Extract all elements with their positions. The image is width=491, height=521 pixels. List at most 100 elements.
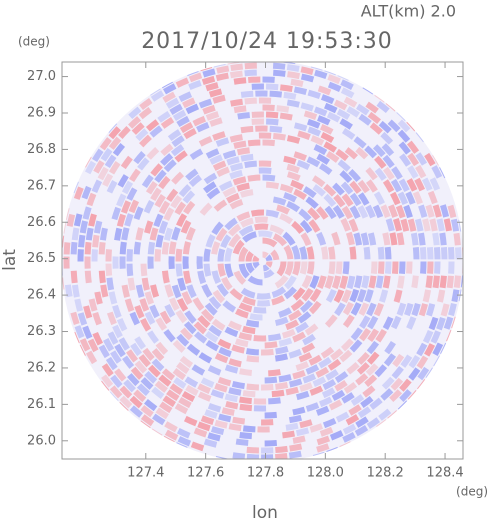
echo-cell	[112, 304, 122, 319]
echo-cell	[163, 159, 177, 173]
echo-cell	[281, 328, 296, 339]
echo-cell	[358, 302, 370, 316]
echo-cell	[121, 227, 130, 241]
echo-cell	[172, 109, 187, 121]
echo-cell	[414, 218, 424, 232]
echo-cell	[238, 246, 249, 262]
echo-cell	[82, 206, 92, 220]
echo-cell	[366, 340, 380, 355]
echo-cell	[268, 397, 281, 405]
echo-cell	[376, 100, 390, 114]
echo-cell	[418, 303, 428, 317]
echo-cell	[323, 183, 337, 197]
echo-cell	[411, 302, 421, 317]
echo-cell	[359, 327, 372, 342]
echo-cell	[154, 169, 167, 183]
echo-cell	[162, 91, 176, 103]
echo-cell	[280, 84, 293, 93]
echo-cell	[218, 413, 232, 423]
echo-cell	[102, 173, 114, 187]
echo-cell	[129, 311, 140, 326]
echo-cell	[150, 284, 160, 298]
echo-cell	[286, 200, 301, 213]
echo-cell	[161, 368, 176, 381]
echo-cell	[155, 407, 169, 420]
echo-cell	[298, 208, 312, 222]
echo-cell	[266, 181, 280, 190]
echo-cell	[81, 185, 92, 200]
echo-cell	[84, 256, 91, 269]
echo-cell	[439, 167, 446, 179]
echo-cell	[337, 159, 351, 172]
echo-cell	[201, 308, 215, 322]
echo-cell	[346, 275, 356, 290]
echo-cell	[390, 315, 402, 330]
echo-cell	[412, 191, 423, 205]
echo-cell	[266, 83, 279, 91]
echo-cell	[357, 179, 370, 194]
echo-cell	[306, 156, 321, 168]
echo-cell	[335, 411, 350, 423]
echo-cell	[297, 311, 312, 324]
echo-cell	[429, 218, 438, 232]
echo-cell	[366, 351, 380, 365]
echo-cell	[299, 419, 313, 429]
echo-cell	[390, 377, 404, 391]
echo-cell	[311, 175, 326, 188]
echo-cell	[299, 382, 313, 392]
echo-cell	[340, 217, 351, 232]
echo-cell	[297, 130, 311, 140]
echo-cell	[121, 284, 131, 298]
echo-cell	[247, 139, 261, 147]
echo-cell	[286, 163, 300, 174]
echo-cell	[279, 112, 293, 121]
echo-cell	[340, 181, 354, 195]
echo-cell	[150, 90, 165, 102]
echo-cell	[374, 155, 387, 169]
echo-cell	[228, 223, 242, 237]
echo-cell	[164, 421, 178, 433]
echo-cell	[269, 90, 283, 98]
echo-cell	[406, 140, 420, 154]
echo-cell	[106, 277, 115, 291]
echo-cell	[439, 275, 447, 289]
echo-cell	[391, 365, 404, 380]
echo-cell	[301, 342, 316, 354]
echo-cell	[224, 217, 238, 231]
echo-cell	[421, 177, 433, 192]
echo-cell	[257, 299, 271, 307]
echo-cell	[190, 441, 205, 452]
echo-cell	[62, 235, 65, 248]
echo-cell	[360, 395, 374, 409]
echo-cell	[108, 291, 118, 305]
echo-cell	[288, 414, 303, 424]
echo-cell	[176, 115, 190, 128]
echo-cell	[98, 344, 110, 359]
echo-cell	[451, 316, 456, 329]
echo-cell	[188, 174, 202, 187]
echo-cell	[197, 383, 211, 394]
echo-cell	[262, 76, 275, 83]
echo-cell	[133, 206, 144, 220]
echo-cell	[454, 247, 462, 260]
echo-cell	[112, 256, 119, 269]
echo-cell	[349, 339, 363, 353]
echo-cell	[233, 140, 247, 149]
echo-cell	[432, 232, 440, 246]
echo-cell	[341, 128, 356, 140]
echo-cell	[205, 339, 220, 352]
echo-cell	[382, 179, 395, 193]
echo-cell	[285, 319, 299, 331]
echo-cell	[170, 195, 183, 209]
echo-cell	[395, 204, 406, 219]
echo-cell	[136, 383, 150, 397]
echo-cell	[183, 200, 196, 215]
echo-cell	[147, 364, 161, 378]
echo-cell	[340, 87, 355, 99]
echo-cell	[235, 438, 249, 446]
echo-cell	[437, 289, 446, 303]
echo-cell	[278, 307, 292, 318]
echo-cell	[260, 348, 274, 356]
echo-cell	[109, 385, 123, 399]
echo-cell	[239, 432, 252, 440]
